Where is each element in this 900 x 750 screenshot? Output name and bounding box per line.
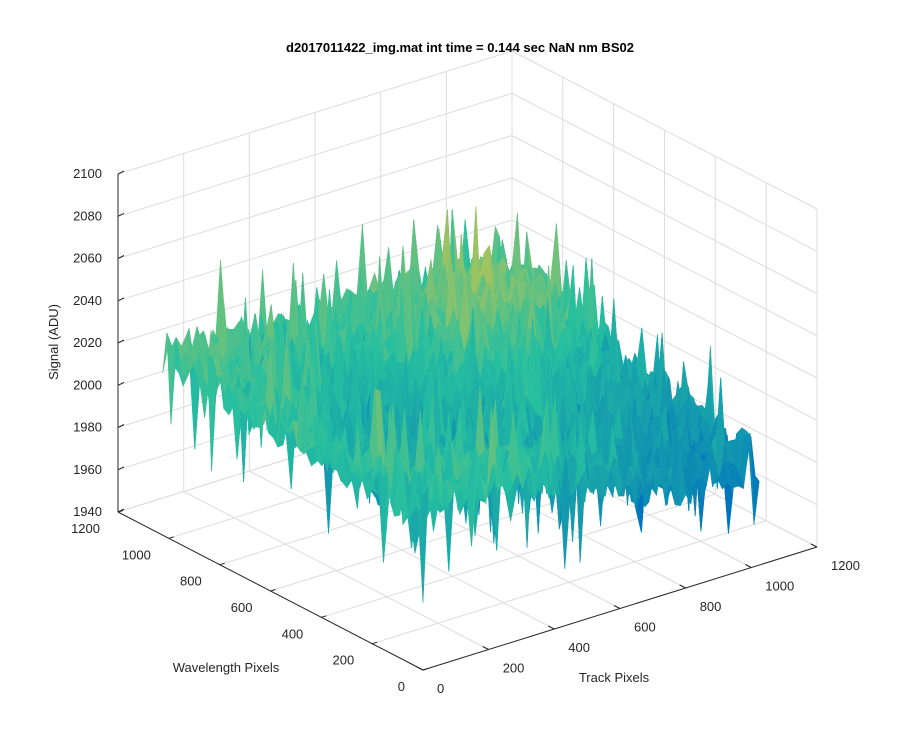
gridline	[511, 92, 818, 252]
gridline	[511, 50, 818, 210]
chart-title: d2017011422_img.mat int time = 0.144 sec…	[286, 40, 634, 55]
y-tick-mark	[168, 536, 174, 539]
y-tick-label: 1200	[71, 521, 100, 536]
x-tick-mark	[548, 625, 555, 630]
x-tick-label: 200	[503, 661, 525, 676]
y-tick-label: 0	[398, 679, 405, 694]
gridline	[372, 520, 767, 645]
z-tick-label: 1980	[73, 420, 102, 435]
gridline	[321, 493, 716, 618]
z-tick-label: 2080	[73, 208, 102, 223]
x-tick-mark	[745, 564, 752, 568]
y-tick-label: 1000	[122, 547, 151, 562]
gridline	[511, 177, 818, 337]
x-tick-label: 0	[437, 681, 444, 696]
gridline	[117, 92, 513, 217]
gridline	[511, 219, 818, 379]
y-tick-mark	[270, 589, 276, 592]
x-tick-mark	[810, 543, 818, 548]
z-tick-mark	[117, 297, 125, 302]
z-tick-mark	[117, 424, 125, 428]
x-tick-mark	[482, 646, 489, 650]
z-tick-mark	[117, 170, 125, 175]
y-tick-mark	[422, 668, 429, 671]
gridline	[511, 261, 818, 421]
gridline	[511, 135, 818, 294]
z-tick-mark	[117, 255, 125, 259]
y-tick-label: 400	[282, 626, 304, 641]
y-axis-label: Wavelength Pixels	[173, 660, 280, 675]
x-tick-label: 1200	[831, 558, 860, 573]
z-tick-label: 2100	[73, 166, 102, 181]
y-tick-label: 200	[332, 653, 354, 668]
x-tick-mark	[416, 666, 424, 671]
z-tick-label: 1960	[73, 462, 102, 477]
z-tick-mark	[117, 212, 125, 217]
y-tick-mark	[219, 562, 225, 566]
z-tick-label: 2060	[73, 251, 102, 266]
surface-mesh	[162, 206, 760, 603]
z-tick-mark	[117, 381, 125, 386]
z-tick-label: 1940	[73, 504, 102, 519]
y-tick-mark	[117, 510, 124, 513]
gridline	[117, 135, 513, 259]
x-tick-mark	[679, 584, 686, 589]
gridline	[117, 177, 513, 302]
y-tick-mark	[372, 641, 378, 645]
z-tick-mark	[117, 466, 125, 471]
x-tick-label: 400	[568, 640, 590, 655]
z-axis-ticks: 1940 1960 1980 2000 2020 2040 2060 2080 2100	[73, 166, 125, 519]
z-tick-label: 2040	[73, 293, 102, 308]
y-tick-mark	[321, 615, 327, 618]
y-axis-ticks: 0 200 400 600 800 1000 1200	[71, 510, 429, 694]
x-axis-label: Track Pixels	[579, 670, 650, 685]
x-tick-label: 1000	[765, 579, 794, 594]
z-tick-label: 2020	[73, 335, 102, 350]
surface-facet	[418, 486, 429, 603]
z-tick-label: 2000	[73, 377, 102, 392]
x-tick-label: 800	[700, 599, 722, 614]
x-tick-mark	[613, 605, 621, 609]
z-tick-mark	[117, 339, 125, 344]
y-tick-label: 600	[231, 600, 253, 615]
x-axis-ticks: 0 200 400 600 800 1000 1200	[416, 543, 860, 696]
gridline	[117, 50, 513, 175]
x-tick-label: 600	[634, 620, 656, 635]
y-tick-label: 800	[180, 574, 202, 589]
z-axis-label: Signal (ADU)	[46, 304, 61, 380]
